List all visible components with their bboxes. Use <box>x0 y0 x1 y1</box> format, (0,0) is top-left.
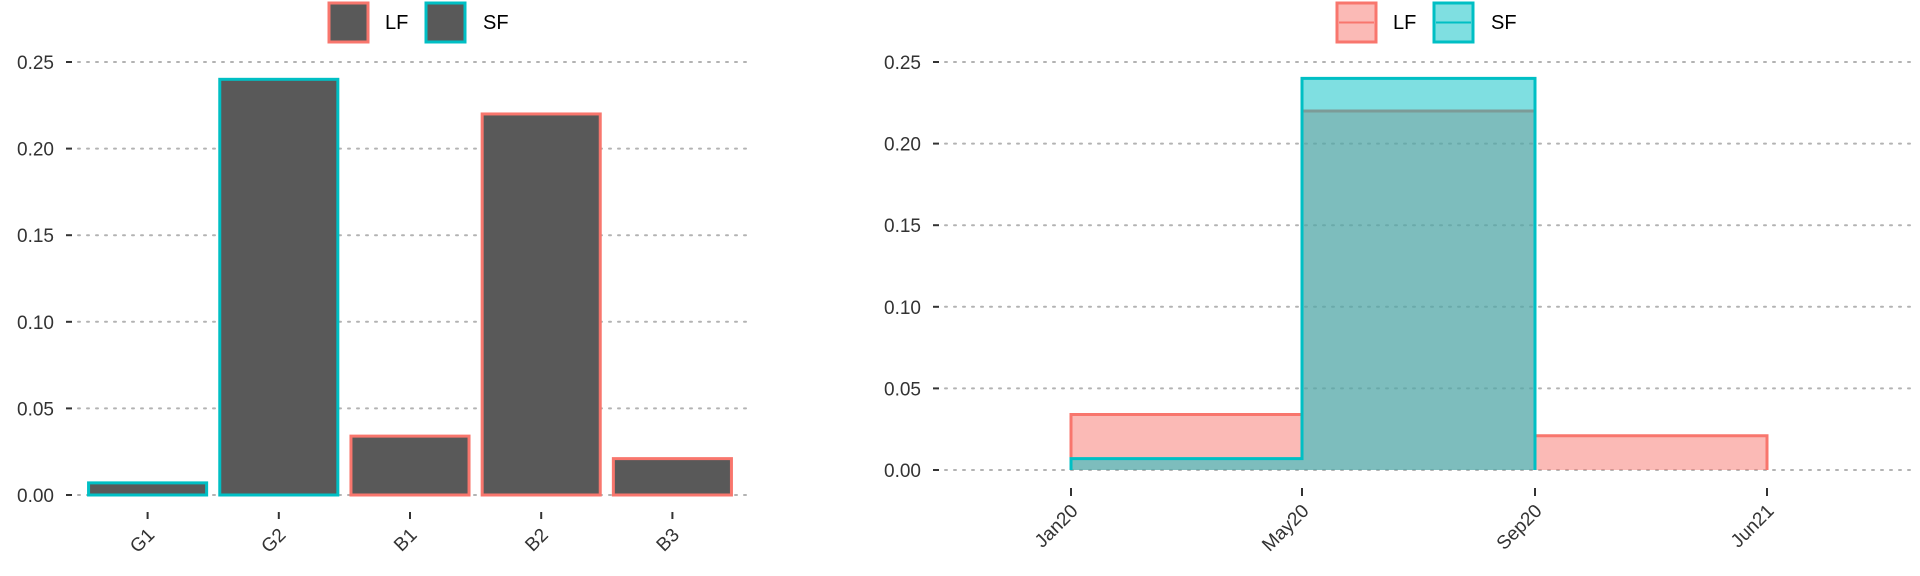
y-tick-label: 0.25 <box>17 53 54 74</box>
bar-b1 <box>349 434 471 497</box>
y-tick-label: 0.00 <box>17 486 54 507</box>
legend-label-sf: SF <box>483 12 509 34</box>
x-tick-label: G1 <box>126 525 159 558</box>
y-tick-label: 0.05 <box>884 379 921 400</box>
step-chart-x-axis: Jan20 May20 Sep20 Jun21 <box>1031 488 1779 556</box>
x-tick-label: B2 <box>521 525 552 556</box>
x-tick-label: G2 <box>258 525 291 558</box>
legend-key-sf <box>424 1 467 44</box>
bar-b3 <box>611 457 733 497</box>
bar-chart-legend: LF SF <box>327 1 509 44</box>
bar-chart-bars <box>87 77 733 497</box>
legend-label-lf: LF <box>1393 12 1416 34</box>
y-tick-label: 0.00 <box>884 461 921 482</box>
bar-chart-y-axis: 0.00 0.05 0.10 0.15 0.20 0.25 <box>17 53 72 507</box>
bar-chart-x-axis: G1 G2 B1 B2 B3 <box>126 512 684 557</box>
step-chart-y-axis: 0.00 0.05 0.10 0.15 0.20 0.25 <box>884 53 939 482</box>
area-lf-segment <box>1535 435 1767 470</box>
bar-chart: LF SF 0.00 0.05 0.10 0.15 0.20 0.25 G1 G2 B1 B2 B3 <box>17 1 753 557</box>
y-tick-label: 0.20 <box>884 135 921 156</box>
x-tick-label: B1 <box>390 525 421 556</box>
y-tick-label: 0.10 <box>884 298 921 319</box>
step-chart-legend: LF SF <box>1335 1 1517 44</box>
y-tick-label: 0.15 <box>884 216 921 237</box>
line-sf <box>1069 76 1537 470</box>
legend-label-lf: LF <box>385 12 408 34</box>
y-tick-label: 0.15 <box>17 226 54 247</box>
x-tick-label: Jan20 <box>1031 501 1082 552</box>
x-tick-label: Sep20 <box>1493 501 1547 555</box>
legend-key-lf <box>327 1 370 44</box>
legend-label-sf: SF <box>1491 12 1517 34</box>
bar-g1 <box>87 481 209 497</box>
x-tick-label: Jun21 <box>1727 501 1778 552</box>
y-tick-label: 0.25 <box>884 53 921 74</box>
step-area-chart: LF SF 0.00 0.05 0.10 0.15 0.20 0.25 Jan20 May20… <box>884 1 1911 556</box>
area-sf-segment <box>1302 78 1535 470</box>
area-sf-segment <box>1071 458 1302 470</box>
y-tick-label: 0.10 <box>17 313 54 334</box>
x-tick-label: May20 <box>1258 501 1313 556</box>
x-tick-label: B3 <box>653 525 684 556</box>
bar-chart-gridlines <box>77 61 753 496</box>
y-tick-label: 0.20 <box>17 140 54 161</box>
y-tick-label: 0.05 <box>17 399 54 420</box>
step-chart-areas <box>1069 76 1769 471</box>
bar-b2 <box>480 112 602 497</box>
bar-g2 <box>218 77 340 497</box>
